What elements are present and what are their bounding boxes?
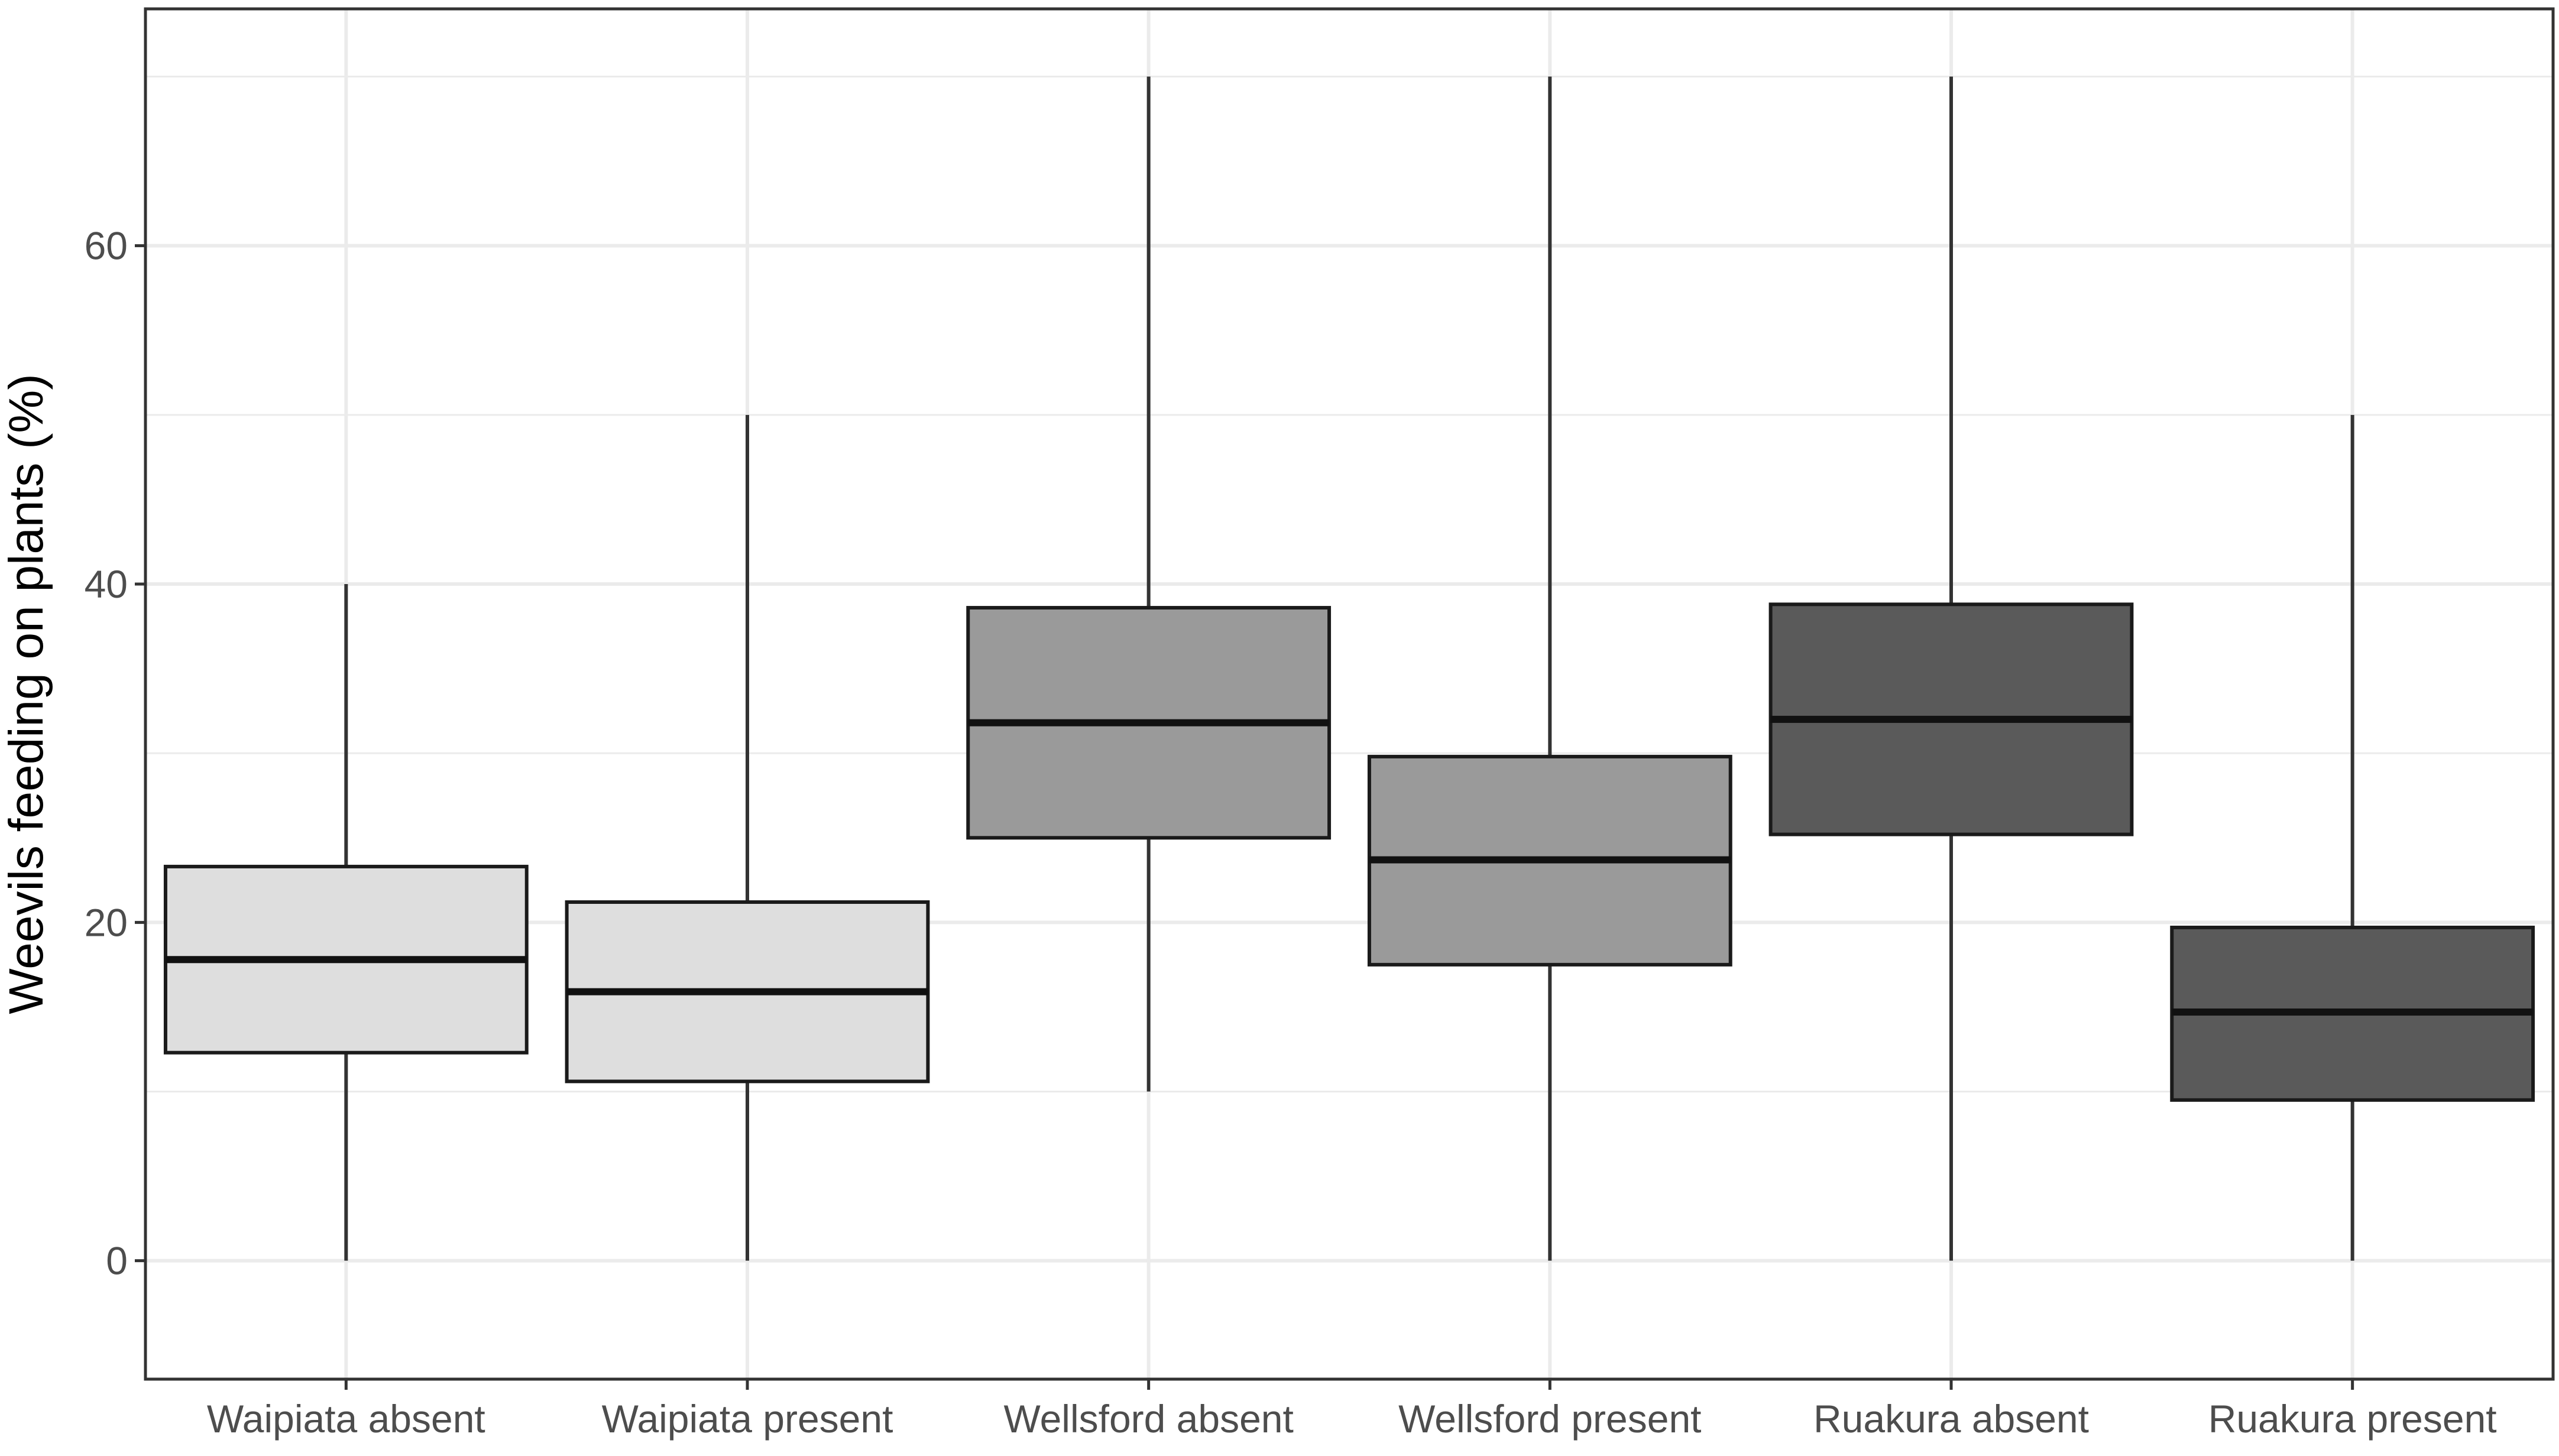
x-tick-label: Ruakura present xyxy=(2208,1397,2497,1441)
box-group xyxy=(1367,76,1732,1261)
y-axis-title: Weevils feeding on plants (%) xyxy=(0,374,53,1014)
box-group xyxy=(2170,414,2535,1261)
axis-layer: 0 20 40 60 Waipiata absent Waipiata present We… xyxy=(85,224,2497,1441)
y-tick-label: 40 xyxy=(85,562,128,606)
x-tick-label: Wellsford absent xyxy=(1003,1397,1293,1441)
x-tick-label: Ruakura absent xyxy=(1813,1397,2089,1441)
box-group xyxy=(163,583,529,1261)
x-tick-label: Wellsford present xyxy=(1398,1397,1701,1441)
y-tick-label: 20 xyxy=(85,900,128,944)
box-group xyxy=(1768,76,2134,1261)
box-group xyxy=(966,76,1332,1092)
x-tick-label: Waipiata absent xyxy=(207,1397,485,1441)
y-tick-label: 60 xyxy=(85,224,128,268)
x-tick-label: Waipiata present xyxy=(602,1397,893,1441)
box-layer xyxy=(163,76,2535,1261)
box-group xyxy=(565,414,930,1261)
panel-border xyxy=(144,7,2555,1381)
y-tick-label: 0 xyxy=(106,1239,128,1283)
